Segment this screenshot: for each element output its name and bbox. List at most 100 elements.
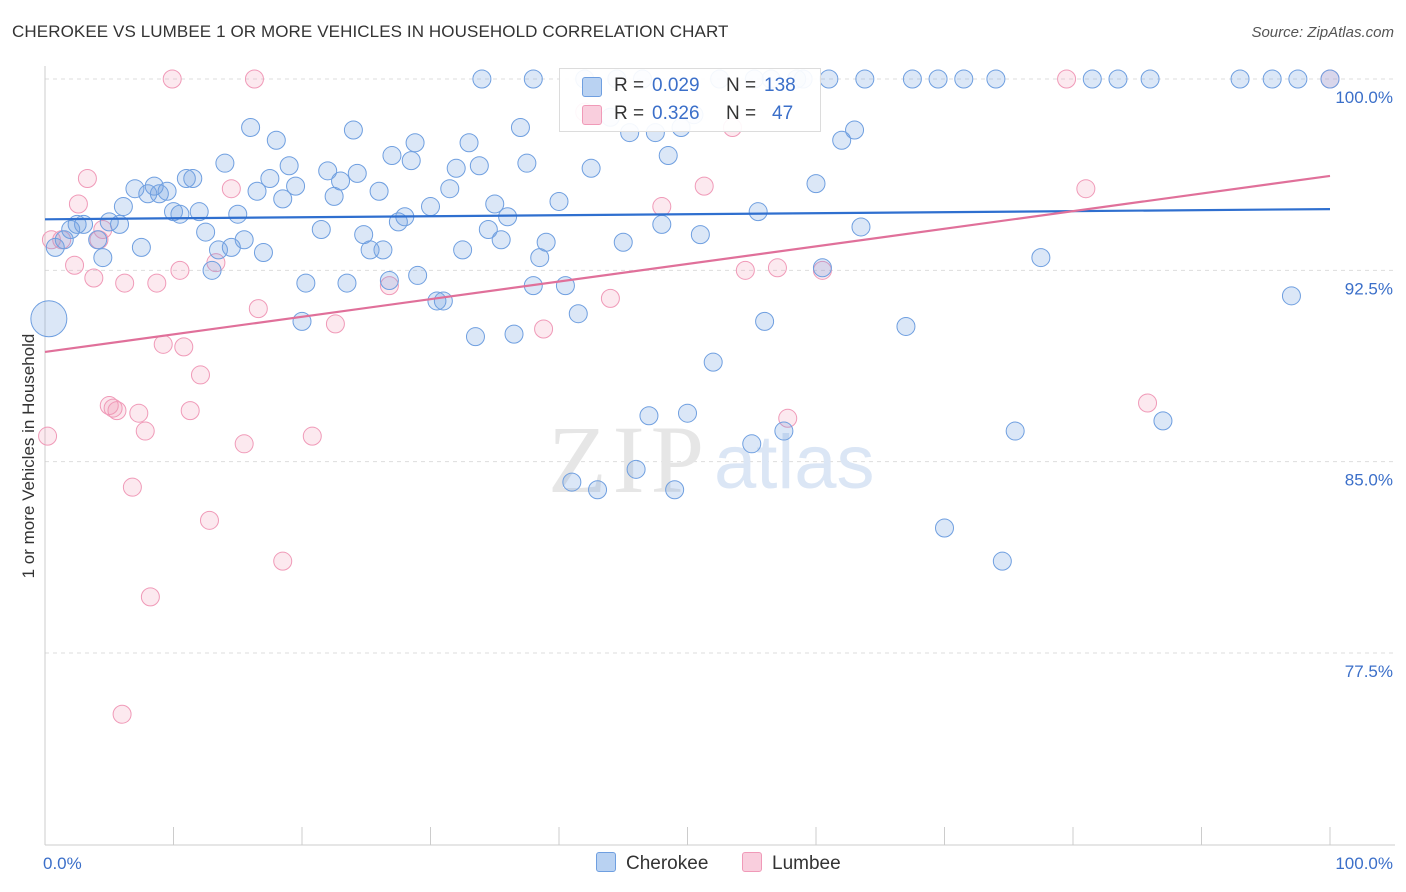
lumbee-point [379,276,399,296]
lumbee-point [190,365,210,385]
cherokee-point [510,117,530,137]
lumbee-point [248,299,268,319]
cherokee-point [536,232,556,252]
lumbee-point [180,401,200,421]
cherokee-point [337,273,357,293]
lumbee-point [153,334,173,354]
lumbee-point [147,273,167,293]
cherokee-swatch [582,77,602,97]
cherokee-point [639,406,659,426]
cherokee-point [517,153,537,173]
cherokee-point [343,120,363,140]
cherokee-point [273,189,293,209]
cherokee-point [658,146,678,166]
cherokee-point [131,237,151,257]
cherokee-point [812,258,832,278]
cherokee-point [690,225,710,245]
cherokee-point [253,242,273,262]
cherokee-point [215,153,235,173]
lumbee-point [115,273,135,293]
cherokee-point [318,161,338,181]
legend-n-value: 138 [764,75,796,96]
cherokee-point [1230,69,1250,89]
cherokee-point [855,69,875,89]
cherokee-point [183,168,203,188]
legend-row-cherokee: R = 0.029 N = 138 [582,73,812,99]
trend-lines [44,174,1331,354]
cherokee-point [1262,69,1282,89]
cherokee-point [234,230,254,250]
lumbee-point [1138,393,1158,413]
cherokee-point [311,220,331,240]
cherokee-point [446,158,466,178]
cherokee-point [401,151,421,171]
lumbee-point [77,168,97,188]
lumbee-points [38,69,1340,724]
cherokee-point [279,156,299,176]
y-tick-label: 77.5% [1345,662,1393,681]
bottom-legend-cherokee: Cherokee [596,852,708,875]
legend-r-value: 0.326 [652,103,700,124]
cherokee-point [613,232,633,252]
x-tick-label: 100.0% [1335,854,1393,873]
lumbee-point [135,421,155,441]
cherokee-point [379,271,399,291]
cherokee-point [819,69,839,89]
cherokee-point [405,133,425,153]
cherokee-point [1153,411,1173,431]
lumbee-point [600,288,620,308]
cherokee-point [652,214,672,234]
lumbee-point [129,403,149,423]
cherokee-point [626,459,646,479]
cherokee-point [523,69,543,89]
cherokee-point [331,171,351,191]
cherokee-point [266,130,286,150]
watermark-zip: ZIP [548,406,710,513]
lumbee-point [735,260,755,280]
legend-r-label: R = [614,75,645,96]
cherokee-point [176,168,196,188]
cherokee-point [347,163,367,183]
cherokee-point [1320,69,1340,89]
lumbee-point [325,314,345,334]
cherokee-point [748,202,768,222]
legend-r-value: 0.029 [652,75,700,96]
lumbee-point [122,477,142,497]
lumbee-point [302,426,322,446]
cherokee-point [902,69,922,89]
cherokee-point [491,230,511,250]
cherokee-point [992,551,1012,571]
legend-r-label: R = [614,103,645,124]
cherokee-point [369,181,389,201]
lumbee-trend-line [44,174,1331,354]
lumbee-point [140,587,160,607]
lumbee-legend-label: Lumbee [772,853,841,874]
cherokee-point [1108,69,1128,89]
lumbee-point [244,69,264,89]
x-tick-label: 0.0% [43,854,82,873]
cherokee-point [1281,286,1301,306]
lumbee-point [170,260,190,280]
legend-row-lumbee: R = 0.326 N = 47 [582,101,812,127]
cherokee-point [581,158,601,178]
cherokee-point [935,518,954,538]
cherokee-point [549,191,569,211]
lumbee-point [652,197,672,217]
cherokee-legend-label: Cherokee [626,853,709,874]
watermark: ZIP atlas [548,406,875,513]
cherokee-point [30,300,68,338]
cherokee-point [588,480,608,500]
cherokee-point [832,130,852,150]
cherokee-point [851,217,871,237]
tick-labels: 77.5% 85.0% 92.5% 100.0% 0.0% 100.0% [43,88,1393,873]
y-axis-label: 1 or more Vehicles in Household [19,334,38,579]
lumbee-point [38,426,58,446]
cherokee-point [465,327,485,347]
legend-n-label: N = [726,75,757,96]
legend-n-value: 47 [772,103,794,124]
cherokee-point [421,197,440,217]
cherokee-point [241,117,261,137]
lumbee-point [273,551,293,571]
lumbee-point [234,434,254,454]
